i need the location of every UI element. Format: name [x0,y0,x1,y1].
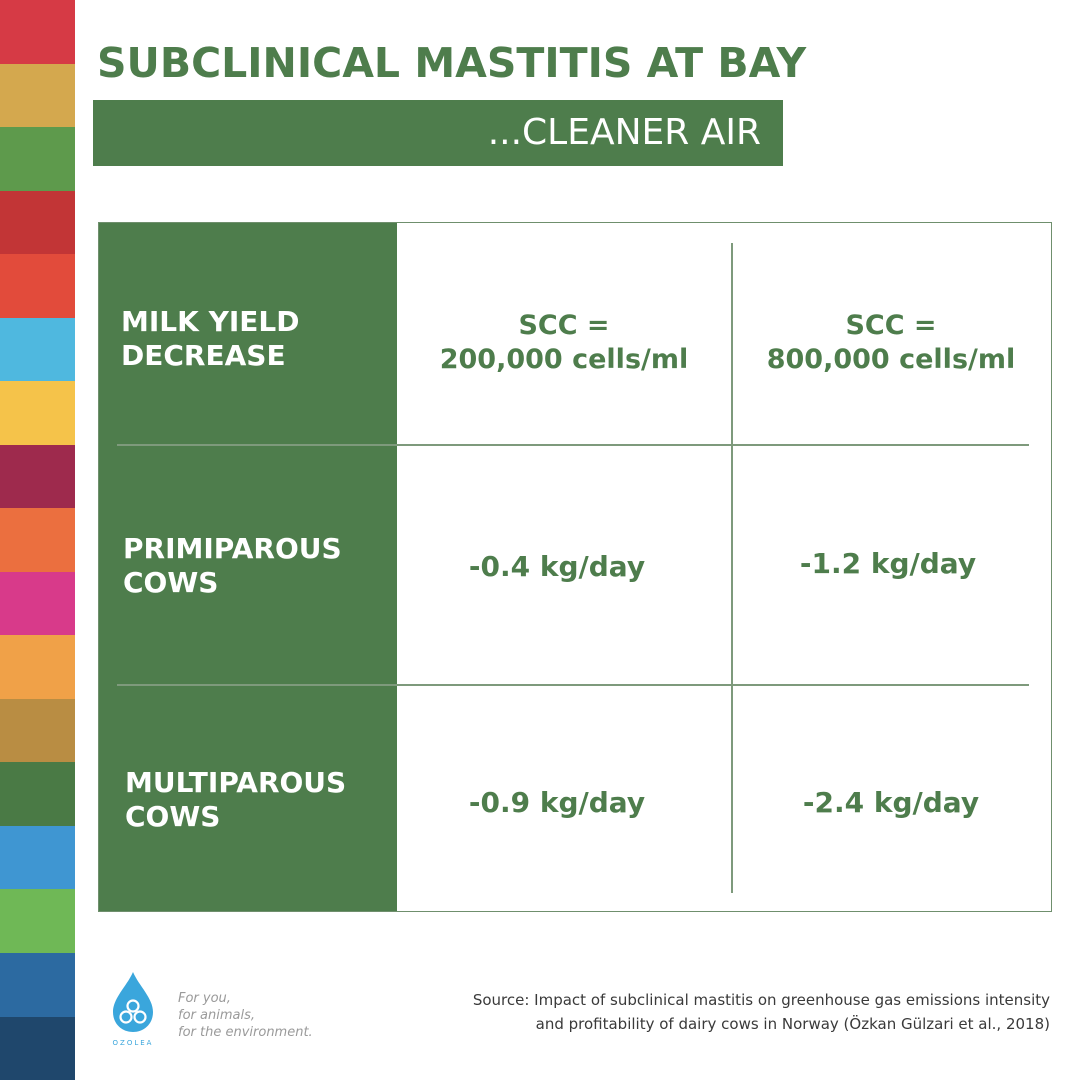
row-label-line: PRIMIPAROUS [123,532,342,565]
column-header-line: SCC = [845,310,937,341]
column-header-800k: SCC = 800,000 cells/ml [731,309,1051,377]
value-primiparous-800k: -1.2 kg/day [799,547,977,580]
color-stripe [0,190,75,255]
color-stripe [0,952,75,1017]
column-header-line: 800,000 cells/ml [766,344,1016,375]
color-stripe [0,508,75,572]
logo-text: OZOLEA [113,1039,154,1047]
row-label-line: MULTIPAROUS [125,766,347,799]
color-stripes-bar [0,0,75,1080]
column-header-line: SCC = [518,310,610,341]
row-divider [117,444,1029,446]
corner-label-line: MILK YIELD [121,305,300,338]
color-stripe [0,254,75,318]
color-stripe [0,1016,75,1080]
source-line: Source: Impact of subclinical mastitis o… [472,991,1050,1009]
color-stripe [0,0,75,64]
column-header-line: 200,000 cells/ml [439,344,689,375]
corner-label: MILK YIELD DECREASE [121,305,299,373]
tagline-line: For you, [178,991,231,1006]
page-title: SUBCLINICAL MASTITIS AT BAY [97,39,807,87]
color-stripe [0,635,75,699]
color-stripe [0,317,75,382]
source-citation: Source: Impact of subclinical mastitis o… [410,988,1050,1036]
color-stripe [0,889,75,953]
color-stripe [0,571,75,636]
row-label-line: COWS [125,800,221,833]
value-multiparous-800k: -2.4 kg/day [802,786,980,819]
subtitle: ...CLEANER AIR [487,112,761,153]
milk-yield-table: MILK YIELD DECREASE SCC = 200,000 cells/… [98,222,1052,912]
tagline-line: for animals, [178,1008,255,1023]
color-stripe [0,698,75,763]
row-label-multiparous: MULTIPAROUS COWS [125,766,346,834]
tagline: For you, for animals, for the environmen… [178,990,313,1041]
corner-label-line: DECREASE [121,339,286,372]
subtitle-banner: ...CLEANER AIR [93,100,783,166]
row-label-column [99,223,397,911]
row-divider [117,684,1029,686]
color-stripe [0,381,75,445]
color-stripe [0,63,75,128]
tagline-line: for the environment. [178,1025,313,1040]
color-stripe [0,444,75,509]
color-stripe [0,762,75,826]
value-primiparous-200k: -0.4 kg/day [468,550,646,583]
row-label-primiparous: PRIMIPAROUS COWS [123,532,342,600]
color-stripe [0,127,75,191]
color-stripe [0,825,75,890]
source-line: and profitability of dairy cows in Norwa… [535,1015,1050,1033]
value-multiparous-200k: -0.9 kg/day [468,786,646,819]
column-divider [731,243,733,893]
ozolea-drop-icon: OZOLEA [113,972,154,1047]
column-header-200k: SCC = 200,000 cells/ml [397,309,731,377]
row-label-line: COWS [123,566,219,599]
